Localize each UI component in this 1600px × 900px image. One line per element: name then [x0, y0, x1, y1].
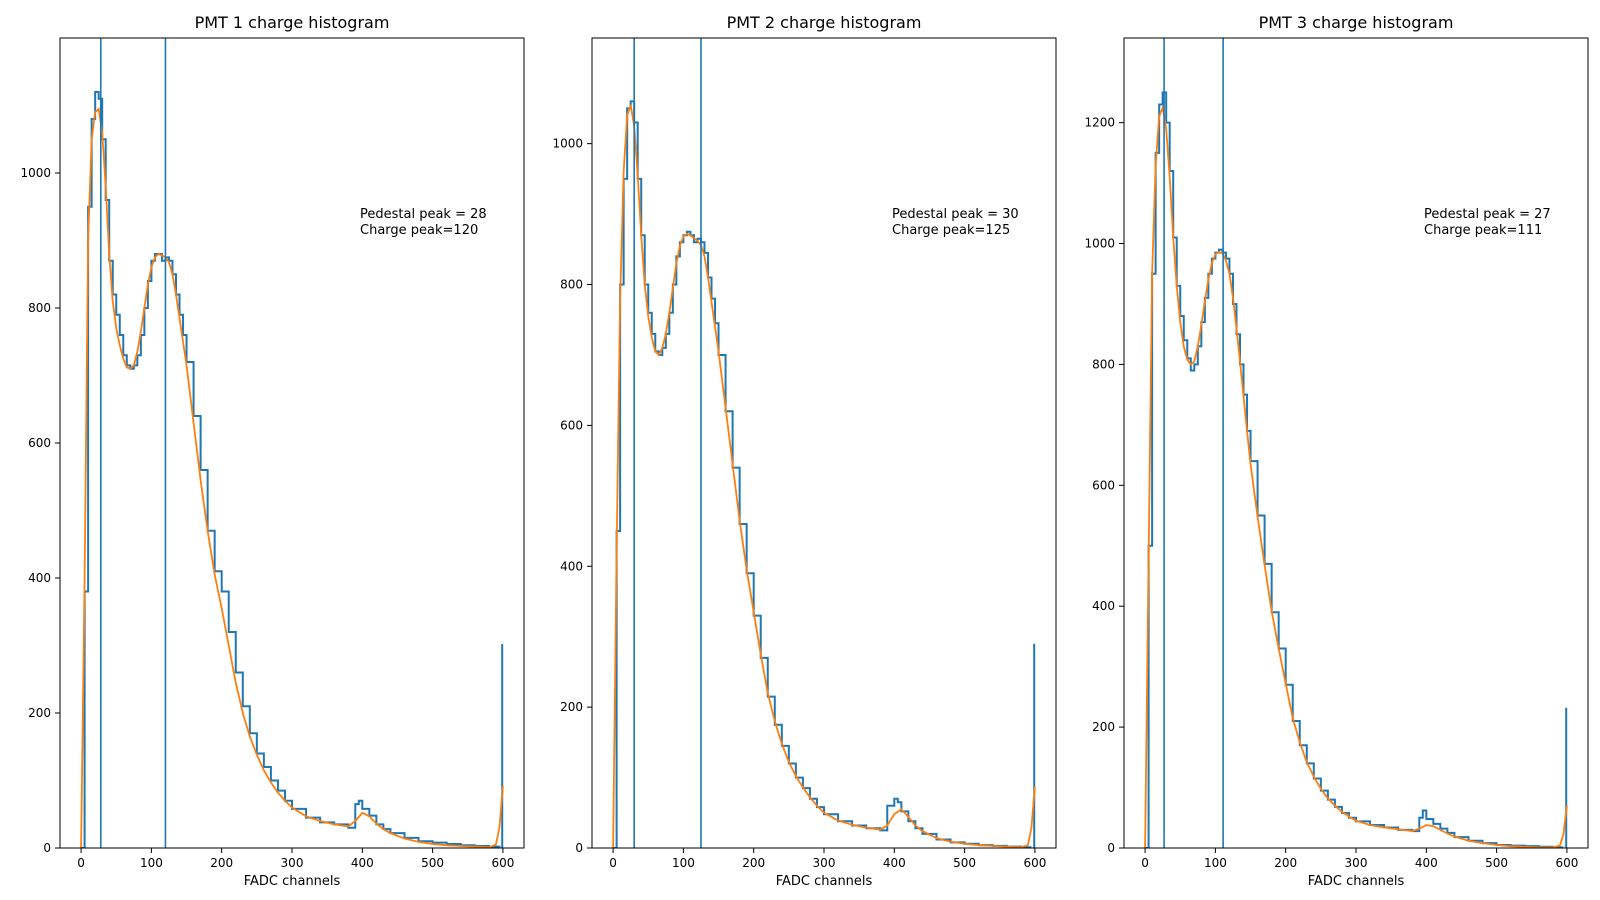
y-tick-label: 600	[1092, 478, 1115, 492]
y-tick-label: 0	[43, 841, 51, 855]
histogram-series-pmt-3	[1145, 91, 1564, 848]
charge-peak-annotation: Charge peak=111	[1424, 223, 1542, 238]
x-tick-label: 100	[140, 856, 163, 870]
fit-series-pmt-3	[1144, 104, 1568, 848]
y-tick-label: 200	[560, 700, 583, 714]
y-tick-label: 0	[575, 841, 583, 855]
chart-panel-3: 0 100 200 300 400 500 600 0 200 400 600 800 1000 1200…	[1084, 13, 1589, 889]
charge-peak-annotation: Charge peak=120	[360, 223, 478, 238]
y-tick-label: 0	[1107, 841, 1115, 855]
chart-panel-1: 0 100 200 300 400 500 600 0 200 400 600 800 1000 PMT …	[20, 13, 525, 889]
pedestal-peak-annotation: Pedestal peak = 30	[892, 207, 1019, 222]
y-tick-label: 1200	[1084, 116, 1115, 130]
y-tick-label: 800	[1092, 357, 1115, 371]
x-axis-label: FADC channels	[244, 874, 341, 889]
charge-peak-annotation: Charge peak=125	[892, 223, 1010, 238]
x-tick-label: 200	[742, 856, 765, 870]
x-tick-label: 300	[281, 856, 304, 870]
chart-title: PMT 3 charge histogram	[1259, 13, 1454, 32]
fit-series-pmt-1	[80, 107, 504, 848]
x-tick-label: 400	[351, 856, 374, 870]
pedestal-peak-annotation: Pedestal peak = 28	[360, 207, 487, 222]
x-tick-label: 100	[672, 856, 695, 870]
y-tick-label: 600	[560, 418, 583, 432]
x-axis-label: FADC channels	[1308, 874, 1405, 889]
x-tick-label: 500	[421, 856, 444, 870]
x-tick-label: 500	[953, 856, 976, 870]
y-tick-label: 800	[560, 278, 583, 292]
x-axis-label: FADC channels	[776, 874, 873, 889]
x-tick-label: 400	[883, 856, 906, 870]
y-tick-label: 1000	[20, 166, 51, 180]
y-tick-label: 400	[28, 571, 51, 585]
y-tick-label: 1000	[1084, 237, 1115, 251]
x-tick-label: 600	[1555, 856, 1578, 870]
x-tick-label: 100	[1204, 856, 1227, 870]
y-tick-label: 400	[560, 559, 583, 573]
y-tick-label: 800	[28, 301, 51, 315]
x-tick-label: 0	[77, 856, 85, 870]
x-tick-label: 0	[609, 856, 617, 870]
x-tick-label: 600	[491, 856, 514, 870]
chart-panel-2: 0 100 200 300 400 500 600 0 200 400 600 800 1000 PMT …	[552, 13, 1057, 889]
pedestal-peak-annotation: Pedestal peak = 27	[1424, 207, 1551, 222]
x-tick-label: 300	[1345, 856, 1368, 870]
x-tick-label: 0	[1141, 856, 1149, 870]
x-tick-label: 400	[1415, 856, 1438, 870]
x-tick-label: 200	[210, 856, 233, 870]
y-tick-label: 600	[28, 436, 51, 450]
x-tick-label: 300	[813, 856, 836, 870]
y-tick-label: 200	[1092, 720, 1115, 734]
y-tick-label: 1000	[552, 137, 583, 151]
fit-series-pmt-2	[612, 104, 1036, 848]
y-tick-label: 400	[1092, 599, 1115, 613]
chart-title: PMT 1 charge histogram	[195, 13, 390, 32]
x-tick-label: 200	[1274, 856, 1297, 870]
histogram-series-pmt-1	[81, 91, 501, 848]
x-tick-label: 500	[1485, 856, 1508, 870]
x-tick-label: 600	[1023, 856, 1046, 870]
y-tick-label: 200	[28, 706, 51, 720]
chart-title: PMT 2 charge histogram	[727, 13, 922, 32]
